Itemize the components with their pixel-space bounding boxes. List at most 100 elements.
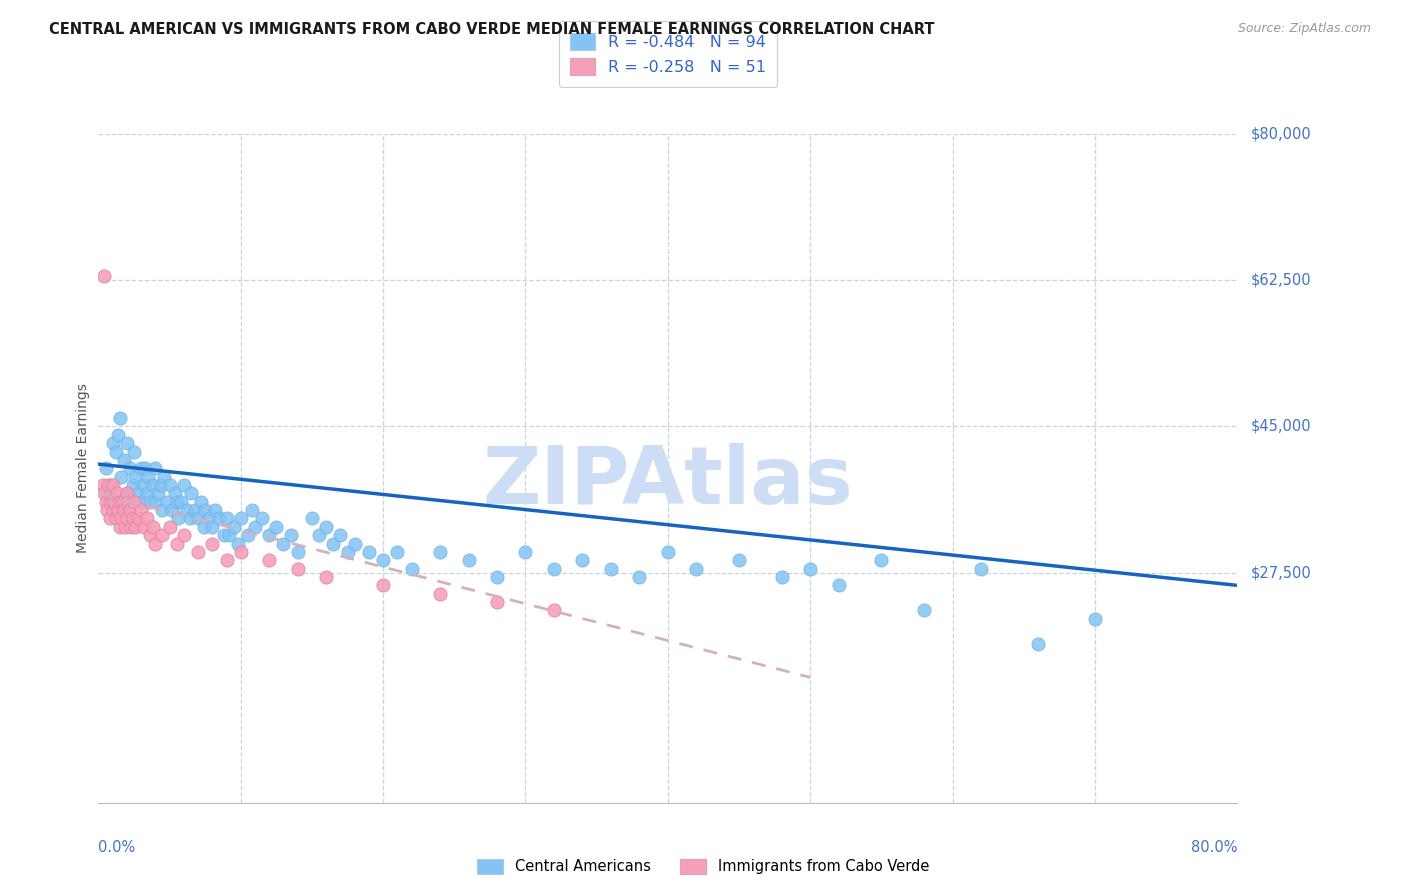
Point <box>96 503 118 517</box>
Point <box>184 503 207 517</box>
Point <box>152 528 174 542</box>
Text: $80,000: $80,000 <box>1251 127 1312 141</box>
Point <box>118 461 141 475</box>
Y-axis label: Median Female Earnings: Median Female Earnings <box>76 384 90 553</box>
Point <box>150 478 173 492</box>
Point <box>132 478 155 492</box>
Point <box>373 553 395 567</box>
Point <box>101 436 124 450</box>
Point <box>229 545 252 559</box>
Point <box>122 494 145 508</box>
Point <box>93 486 115 500</box>
Point <box>104 444 127 458</box>
Point <box>187 545 209 559</box>
Point <box>236 528 259 542</box>
Point <box>315 520 337 534</box>
Point <box>159 478 181 492</box>
Point <box>315 570 337 584</box>
Point <box>543 562 565 576</box>
Point <box>308 528 330 542</box>
Point <box>194 503 217 517</box>
Point <box>287 545 309 559</box>
Text: 0.0%: 0.0% <box>98 839 135 855</box>
Point <box>201 520 224 534</box>
Point <box>121 478 143 492</box>
Point <box>134 461 156 475</box>
Point <box>486 595 509 609</box>
Point <box>571 553 593 567</box>
Point <box>429 545 451 559</box>
Point <box>101 503 124 517</box>
Point <box>94 494 117 508</box>
Point <box>93 268 115 283</box>
Text: CENTRAL AMERICAN VS IMMIGRANTS FROM CABO VERDE MEDIAN FEMALE EARNINGS CORRELATIO: CENTRAL AMERICAN VS IMMIGRANTS FROM CABO… <box>49 22 935 37</box>
Point <box>229 511 252 525</box>
Point <box>141 520 163 534</box>
Point <box>110 469 132 483</box>
Point <box>259 528 281 542</box>
Point <box>180 486 202 500</box>
Point <box>103 494 125 508</box>
Point <box>198 511 221 525</box>
Point <box>115 486 138 500</box>
Point <box>115 486 138 500</box>
Point <box>170 494 193 508</box>
Point <box>127 511 149 525</box>
Point <box>132 520 155 534</box>
Point <box>145 494 167 508</box>
Point <box>628 570 651 584</box>
Point <box>120 520 142 534</box>
Point <box>322 536 344 550</box>
Point <box>190 494 212 508</box>
Point <box>101 478 124 492</box>
Point <box>138 528 160 542</box>
Point <box>97 478 120 492</box>
Point <box>226 536 249 550</box>
Point <box>193 520 215 534</box>
Point <box>215 553 238 567</box>
Point <box>135 511 157 525</box>
Point <box>159 520 181 534</box>
Point <box>115 436 138 450</box>
Point <box>98 511 121 525</box>
Point <box>136 469 159 483</box>
Point <box>173 478 195 492</box>
Point <box>212 528 235 542</box>
Point <box>166 536 188 550</box>
Point <box>240 503 263 517</box>
Point <box>357 545 380 559</box>
Point <box>112 453 135 467</box>
Point <box>280 528 302 542</box>
Point <box>124 469 146 483</box>
Point <box>204 503 226 517</box>
Point <box>970 562 993 576</box>
Point <box>108 494 131 508</box>
Point <box>401 562 423 576</box>
Point <box>336 545 359 559</box>
Point <box>259 553 281 567</box>
Point <box>173 528 195 542</box>
Point <box>118 503 141 517</box>
Point <box>387 545 409 559</box>
Point <box>107 428 129 442</box>
Point <box>141 478 163 492</box>
Point <box>1026 637 1049 651</box>
Point <box>124 520 146 534</box>
Point <box>121 511 143 525</box>
Point <box>145 536 167 550</box>
Point <box>138 494 160 508</box>
Text: 80.0%: 80.0% <box>1191 839 1237 855</box>
Point <box>273 536 295 550</box>
Point <box>329 528 352 542</box>
Point <box>250 511 273 525</box>
Point <box>222 520 245 534</box>
Point <box>156 494 179 508</box>
Point <box>243 520 266 534</box>
Point <box>1084 612 1107 626</box>
Point <box>799 562 821 576</box>
Point <box>114 520 136 534</box>
Text: Source: ZipAtlas.com: Source: ZipAtlas.com <box>1237 22 1371 36</box>
Point <box>115 511 138 525</box>
Point <box>105 486 128 500</box>
Point <box>187 511 209 525</box>
